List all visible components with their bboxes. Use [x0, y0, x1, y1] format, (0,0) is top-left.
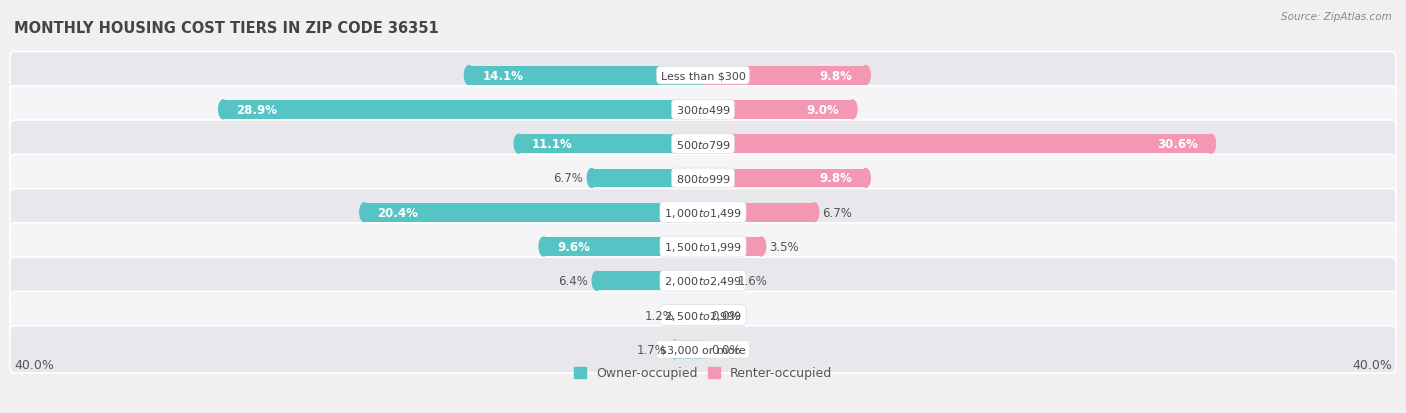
- Text: 9.6%: 9.6%: [557, 240, 589, 253]
- FancyBboxPatch shape: [10, 189, 1396, 236]
- Circle shape: [848, 101, 858, 119]
- Text: 6.7%: 6.7%: [823, 206, 852, 219]
- Text: 9.0%: 9.0%: [807, 104, 839, 116]
- FancyBboxPatch shape: [10, 155, 1396, 202]
- Text: $2,500 to $2,999: $2,500 to $2,999: [664, 309, 742, 322]
- Bar: [703, 169, 866, 188]
- Bar: [703, 135, 1211, 154]
- Text: 0.0%: 0.0%: [711, 343, 741, 356]
- Circle shape: [679, 306, 688, 325]
- Text: 40.0%: 40.0%: [14, 358, 53, 371]
- Text: 14.1%: 14.1%: [482, 69, 523, 83]
- Text: $500 to $799: $500 to $799: [675, 138, 731, 150]
- Text: $3,000 or more: $3,000 or more: [661, 344, 745, 354]
- Circle shape: [860, 66, 870, 85]
- Text: MONTHLY HOUSING COST TIERS IN ZIP CODE 36351: MONTHLY HOUSING COST TIERS IN ZIP CODE 3…: [14, 21, 439, 36]
- Circle shape: [538, 237, 548, 256]
- Bar: [703, 66, 866, 85]
- Circle shape: [588, 169, 596, 188]
- Bar: [703, 272, 730, 290]
- Text: 9.8%: 9.8%: [820, 69, 852, 83]
- Text: 9.8%: 9.8%: [820, 172, 852, 185]
- Bar: [224, 101, 703, 119]
- FancyBboxPatch shape: [10, 52, 1396, 100]
- Text: 6.7%: 6.7%: [554, 172, 583, 185]
- Text: 11.1%: 11.1%: [531, 138, 572, 151]
- FancyBboxPatch shape: [10, 223, 1396, 271]
- Text: $2,000 to $2,499: $2,000 to $2,499: [664, 275, 742, 287]
- Bar: [683, 306, 703, 325]
- Text: $1,000 to $1,499: $1,000 to $1,499: [664, 206, 742, 219]
- Circle shape: [464, 66, 474, 85]
- FancyBboxPatch shape: [10, 121, 1396, 168]
- FancyBboxPatch shape: [10, 86, 1396, 134]
- FancyBboxPatch shape: [10, 292, 1396, 339]
- Text: 40.0%: 40.0%: [1353, 358, 1392, 371]
- Bar: [519, 135, 703, 154]
- Circle shape: [592, 272, 602, 290]
- Circle shape: [671, 340, 679, 359]
- Bar: [703, 101, 852, 119]
- Text: 1.6%: 1.6%: [738, 275, 768, 287]
- Circle shape: [756, 237, 766, 256]
- Text: Less than $300: Less than $300: [661, 71, 745, 81]
- Circle shape: [1206, 135, 1216, 154]
- Bar: [703, 237, 761, 256]
- Bar: [470, 66, 703, 85]
- Text: Source: ZipAtlas.com: Source: ZipAtlas.com: [1281, 12, 1392, 22]
- Bar: [703, 203, 814, 222]
- Text: $800 to $999: $800 to $999: [675, 173, 731, 185]
- Text: 28.9%: 28.9%: [236, 104, 277, 116]
- Text: 6.4%: 6.4%: [558, 275, 589, 287]
- Text: 30.6%: 30.6%: [1157, 138, 1198, 151]
- Bar: [675, 340, 703, 359]
- Legend: Owner-occupied, Renter-occupied: Owner-occupied, Renter-occupied: [568, 362, 838, 385]
- FancyBboxPatch shape: [10, 257, 1396, 305]
- Text: 20.4%: 20.4%: [378, 206, 419, 219]
- Text: 3.5%: 3.5%: [769, 240, 799, 253]
- Circle shape: [725, 272, 734, 290]
- Text: $1,500 to $1,999: $1,500 to $1,999: [664, 240, 742, 253]
- Circle shape: [219, 101, 228, 119]
- Bar: [364, 203, 703, 222]
- Text: 1.7%: 1.7%: [637, 343, 666, 356]
- Circle shape: [515, 135, 523, 154]
- Circle shape: [860, 169, 870, 188]
- Text: $300 to $499: $300 to $499: [675, 104, 731, 116]
- Text: 1.2%: 1.2%: [645, 309, 675, 322]
- Circle shape: [360, 203, 368, 222]
- Circle shape: [810, 203, 818, 222]
- Text: 0.0%: 0.0%: [711, 309, 741, 322]
- Bar: [544, 237, 703, 256]
- FancyBboxPatch shape: [10, 326, 1396, 373]
- Bar: [596, 272, 703, 290]
- Bar: [592, 169, 703, 188]
